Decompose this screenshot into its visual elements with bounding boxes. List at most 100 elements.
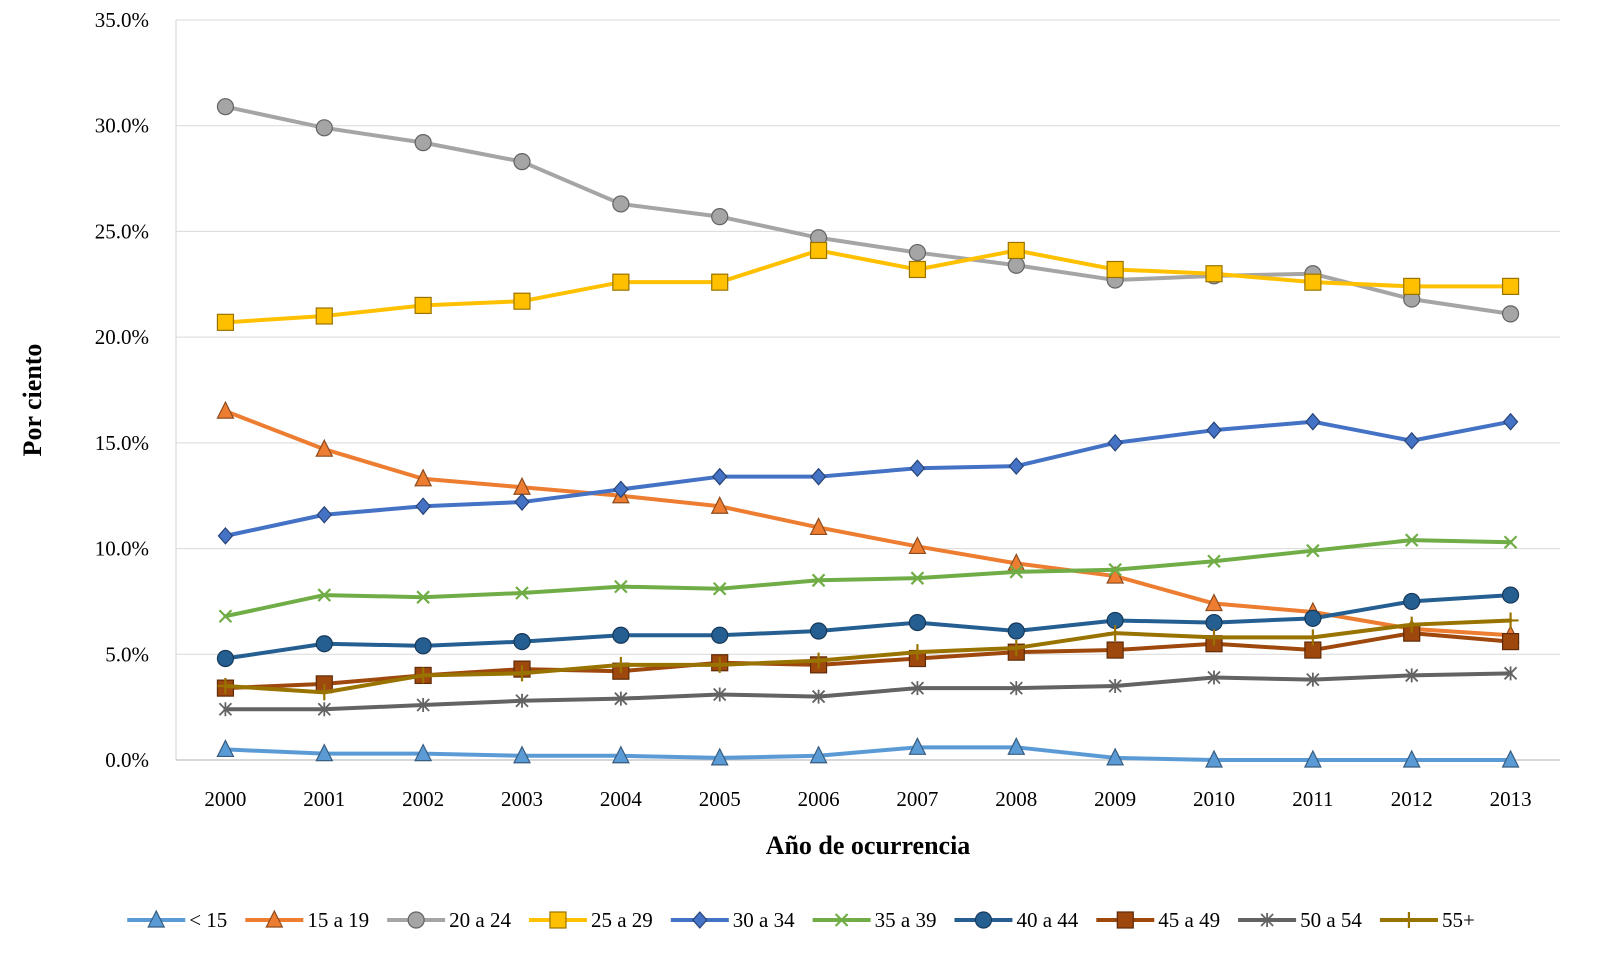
- data-point: [416, 590, 430, 604]
- legend-label: 55+: [1442, 908, 1475, 932]
- data-point: [514, 665, 530, 682]
- x-tick-label: 2010: [1193, 787, 1235, 811]
- data-point: [909, 459, 926, 478]
- series-line: [223, 419, 1513, 538]
- x-tick-label: 2006: [798, 787, 840, 811]
- data-point: [1503, 535, 1518, 550]
- data-point: [1108, 679, 1122, 693]
- y-axis-title: Por ciento: [18, 344, 47, 457]
- data-point: [1008, 639, 1025, 656]
- series-0: [216, 736, 1520, 768]
- axes: 0.0% 5.0% 10.0% 15.0% 20.0% 25.0% 30.0% 35.0% 20…: [95, 8, 1560, 811]
- data-point: [1206, 629, 1222, 646]
- data-point: [1106, 747, 1125, 766]
- data-point: [515, 586, 529, 600]
- data-point: [1402, 749, 1421, 768]
- x-tick-label: 2003: [501, 787, 543, 811]
- data-point: [710, 747, 729, 766]
- legend-item: 25 a 29: [528, 908, 653, 932]
- data-point: [1501, 632, 1520, 651]
- legend-marker: [974, 911, 993, 929]
- data-point: [711, 273, 729, 291]
- data-point: [711, 626, 729, 644]
- data-point: [1205, 613, 1223, 632]
- legend-label: < 15: [189, 908, 227, 932]
- data-point: [414, 743, 433, 762]
- legend: < 15 15 a 19 20 a 24 25 a 29 30 a 34 35 a 39 4…: [127, 908, 1475, 932]
- data-point: [1405, 668, 1419, 683]
- data-point: [216, 98, 235, 116]
- series-line: [223, 409, 1513, 638]
- legend-marker: [265, 909, 284, 928]
- legend-marker: [1260, 913, 1274, 927]
- data-point: [809, 622, 828, 640]
- y-tick-label: 0.0%: [105, 748, 149, 772]
- data-point: [1009, 681, 1023, 696]
- legend-marker: [407, 911, 425, 929]
- x-axis-title: Año de ocurrencia: [766, 831, 971, 860]
- data-point: [1007, 622, 1025, 640]
- gridlines: [176, 19, 1560, 655]
- legend-item: 15 a 19: [245, 908, 369, 932]
- data-point: [1502, 612, 1519, 629]
- data-point: [514, 493, 530, 511]
- legend-item: 35 a 39: [812, 908, 937, 932]
- data-point: [315, 438, 334, 457]
- data-point: [415, 497, 431, 516]
- data-point: [1303, 749, 1322, 768]
- legend-marker: [1400, 912, 1417, 928]
- data-point: [1502, 412, 1519, 431]
- legend-marker: [834, 913, 849, 927]
- data-point: [711, 656, 728, 673]
- legend-item: 50 a 54: [1238, 908, 1362, 932]
- data-point: [711, 467, 728, 486]
- data-point: [216, 400, 235, 419]
- data-point: [1501, 586, 1520, 604]
- series-line: [223, 618, 1513, 695]
- x-tick-label: 2005: [699, 787, 741, 811]
- data-point: [216, 739, 235, 758]
- legend-label: 25 a 29: [591, 908, 653, 932]
- x-tick-label: 2012: [1391, 787, 1433, 811]
- data-point: [1403, 592, 1421, 611]
- data-point: [414, 637, 432, 655]
- x-tick-label: 2013: [1490, 787, 1532, 811]
- x-tick-label: 2007: [896, 787, 938, 811]
- series-8: [218, 666, 1518, 717]
- legend-item: 20 a 24: [387, 908, 511, 932]
- data-point: [1205, 593, 1223, 612]
- data-point: [1304, 273, 1322, 291]
- data-point: [1107, 625, 1124, 642]
- data-point: [315, 119, 333, 137]
- legend-label: 30 a 34: [733, 908, 795, 932]
- legend-marker: [549, 911, 567, 929]
- x-tick-label: 2001: [303, 787, 345, 811]
- data-point: [712, 581, 727, 596]
- data-point: [909, 644, 926, 661]
- data-point: [1108, 562, 1122, 577]
- data-point: [216, 313, 235, 331]
- data-point: [1207, 670, 1221, 685]
- data-point: [1403, 616, 1420, 633]
- data-point: [414, 468, 433, 487]
- data-point: [612, 626, 630, 644]
- plot-area: [216, 98, 1520, 768]
- legend-label: 35 a 39: [875, 908, 937, 932]
- data-point: [316, 505, 333, 524]
- series-line: [223, 593, 1513, 661]
- y-tick-label: 5.0%: [105, 642, 149, 666]
- data-point: [612, 273, 630, 291]
- series-line: [223, 248, 1513, 325]
- series-line: [223, 671, 1513, 712]
- data-point: [1306, 672, 1320, 687]
- legend-item: < 15: [127, 908, 227, 932]
- data-point: [614, 691, 628, 706]
- data-point: [315, 743, 334, 762]
- data-point: [1106, 260, 1124, 279]
- data-point: [415, 667, 432, 684]
- data-point: [612, 195, 630, 213]
- data-point: [1206, 421, 1222, 440]
- data-point: [1008, 457, 1025, 476]
- data-point: [710, 495, 729, 514]
